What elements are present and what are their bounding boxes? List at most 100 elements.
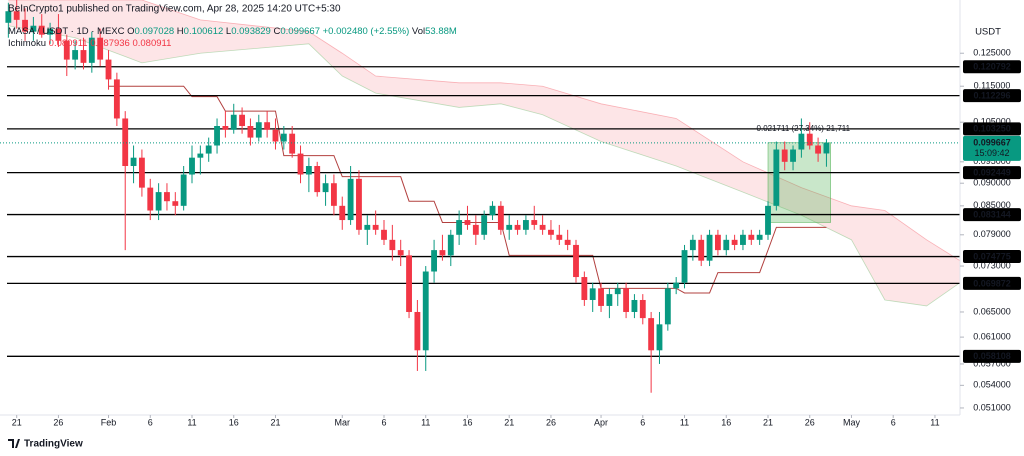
candle-body	[806, 133, 813, 146]
candle-body	[815, 145, 822, 154]
candle-body	[614, 288, 621, 295]
volume: 53.88M	[425, 26, 457, 37]
candle-body	[481, 215, 488, 235]
candle-body	[289, 133, 296, 154]
candle-body	[447, 234, 454, 256]
candle-body	[72, 50, 79, 60]
candle-body	[356, 178, 362, 230]
candle-body	[506, 224, 513, 230]
candle-body	[581, 277, 588, 300]
candle-body	[105, 59, 112, 80]
level-label-box	[963, 349, 1021, 363]
candle-body	[197, 153, 204, 158]
candle-body	[297, 153, 304, 175]
level-label: 0.092449	[973, 167, 1011, 177]
candle-body	[122, 118, 129, 167]
ohlc-prefix: O	[127, 26, 134, 37]
candle-body	[548, 229, 554, 235]
ohlc-prefix: L	[226, 26, 231, 37]
y-tick-label: 0.115000	[974, 81, 1011, 91]
indicator-values: 0.080911 0.087936 0.080911	[49, 38, 172, 49]
brand-name: TradingView	[24, 439, 83, 450]
x-tick-label: 11	[187, 417, 196, 427]
candle-body	[823, 142, 830, 154]
y-tick-label: 0.073000	[973, 260, 1011, 270]
ohlc-value: 0.093829	[231, 26, 271, 37]
level-label: 0.103250	[973, 124, 1011, 134]
candle-body	[339, 205, 346, 221]
symbol: MASA / USDT · 1D · MEXC	[8, 26, 125, 37]
candle-body	[472, 224, 479, 235]
header: BeInCrypto1 published on TradingView.com…	[8, 4, 341, 15]
candle-body	[598, 288, 604, 306]
x-tick-label: 16	[462, 417, 472, 427]
candle-body	[556, 234, 563, 240]
candle-body	[489, 205, 496, 216]
x-tick-label: 16	[229, 417, 239, 427]
level-label-box	[963, 122, 1021, 136]
y-tick-label: 0.054000	[973, 380, 1011, 390]
candle-body	[389, 239, 396, 251]
candle-body	[756, 234, 763, 240]
candle-body	[38, 25, 45, 35]
candle-body	[147, 187, 154, 211]
candle-body	[514, 224, 521, 230]
candle-body	[740, 234, 746, 245]
candle-body	[88, 37, 95, 63]
x-tick-label: 11	[680, 417, 689, 427]
brand-logo: TradingView	[8, 439, 83, 450]
x-tick-label: May	[843, 417, 861, 427]
currency: USDT	[975, 27, 1001, 38]
level-label-box	[963, 250, 1021, 264]
candle-body	[214, 126, 220, 146]
x-tick-label: 21	[504, 417, 514, 427]
x-tick-label: 21	[12, 417, 22, 427]
candle-body	[539, 224, 546, 230]
candle-body	[180, 174, 187, 206]
candle-body	[773, 149, 780, 206]
candle-body	[330, 183, 337, 206]
level-label-box	[963, 60, 1021, 74]
candle-body	[80, 50, 87, 63]
candle-body	[706, 234, 713, 261]
symbol-legend: MASA / USDT · 1D · MEXC O0.097028 H0.100…	[8, 26, 457, 37]
candle-body	[97, 37, 104, 60]
candle-body	[522, 220, 529, 230]
y-tick-label: 0.105000	[973, 117, 1011, 127]
candle-body	[13, 11, 20, 20]
candle-body	[30, 25, 37, 32]
x-tick-label: 21	[763, 417, 773, 427]
y-tick-label: 0.061000	[973, 331, 1011, 341]
candle-body	[5, 11, 12, 23]
candle-body	[497, 205, 504, 230]
plot-area	[5, 0, 961, 393]
candle-body	[564, 239, 571, 245]
candle-body	[531, 220, 538, 225]
ohlc-value: 0.099667	[280, 26, 320, 37]
candle-body	[698, 239, 705, 261]
candle-body	[656, 324, 663, 351]
brand-icon	[8, 439, 20, 448]
candle-body	[731, 239, 738, 245]
y-tick-label: 0.090000	[973, 178, 1011, 188]
position-label: 0.021711 (27.34%) 21,711	[757, 124, 851, 133]
candle-body	[765, 205, 771, 235]
candle-body	[364, 224, 371, 230]
candle-body	[798, 133, 805, 150]
ichimoku-cloud	[8, 0, 960, 306]
candle-body	[255, 122, 262, 138]
candle-body	[648, 318, 655, 351]
ohlc-value: 0.100612	[184, 26, 224, 37]
last-price-label: 0.099667	[973, 138, 1011, 148]
candle-body	[723, 239, 730, 251]
candle-body	[164, 192, 170, 202]
candle-body	[439, 250, 446, 256]
candle-body	[589, 288, 596, 300]
ohlc-prefix: H	[177, 26, 184, 37]
indicator-legend: Ichimoku 0.080911 0.087936 0.080911	[8, 38, 171, 49]
candle-body	[189, 157, 195, 175]
x-tick-label: 26	[546, 417, 556, 427]
candle-body	[664, 288, 671, 325]
x-tick-label: 6	[640, 417, 645, 427]
candle-body	[623, 288, 630, 312]
